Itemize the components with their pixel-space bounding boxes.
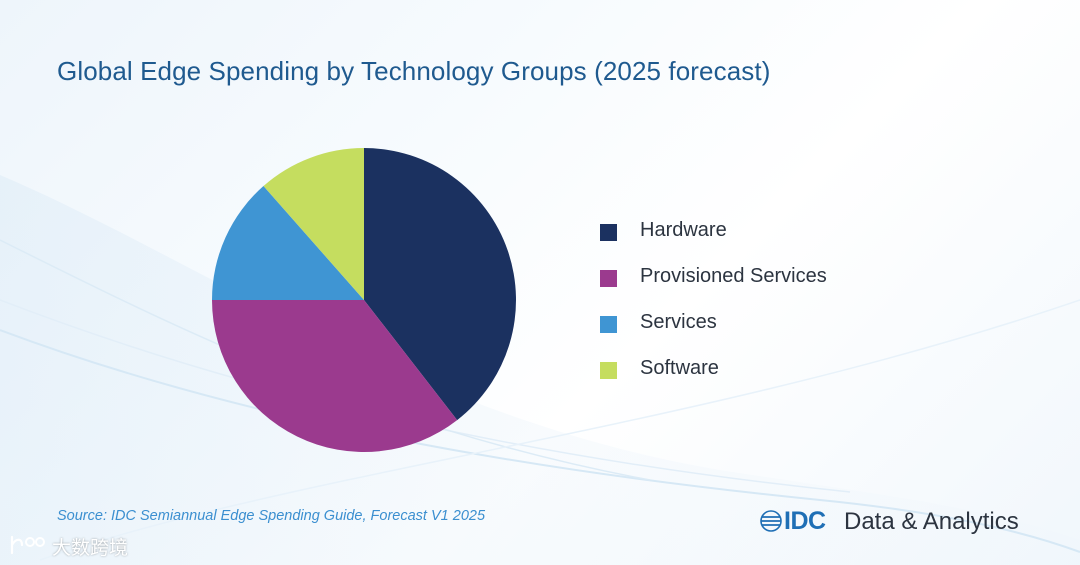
pie-chart — [212, 148, 516, 452]
watermark-text: 大数跨境 — [52, 538, 129, 559]
brand-tagline: Data & Analytics — [844, 508, 1019, 535]
pie-slice-hardware — [364, 148, 516, 421]
watermark-logo-icon — [10, 535, 45, 555]
brand-name: IDC — [784, 507, 826, 535]
legend-swatch-hardware — [600, 224, 617, 241]
legend-label-hardware: Hardware — [640, 219, 727, 241]
idc-globe-icon — [760, 510, 782, 532]
legend-swatch-services — [600, 316, 617, 333]
legend-label-provisioned-services: Provisioned Services — [640, 265, 827, 287]
pie-slice-software — [263, 148, 364, 300]
source-note: Source: IDC Semiannual Edge Spending Gui… — [57, 508, 486, 524]
pie-slice-services — [212, 185, 364, 300]
legend-label-services: Services — [640, 311, 717, 333]
pie-slice-provisioned-services — [212, 300, 458, 452]
legend-label-software: Software — [640, 357, 719, 379]
chart-title: Global Edge Spending by Technology Group… — [57, 56, 771, 86]
legend-swatch-provisioned-services — [600, 270, 617, 287]
legend-swatch-software — [600, 362, 617, 379]
